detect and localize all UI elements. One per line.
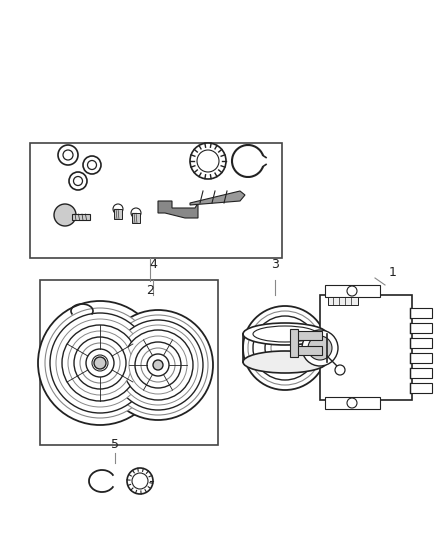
Circle shape	[253, 316, 317, 380]
Circle shape	[335, 365, 345, 375]
Bar	[296, 346, 322, 355]
Circle shape	[69, 172, 87, 190]
Text: 1: 1	[389, 266, 397, 279]
Bar	[328, 297, 358, 305]
Circle shape	[113, 204, 123, 214]
Bar	[325, 285, 380, 297]
Bar	[30, 143, 282, 258]
Circle shape	[132, 473, 148, 489]
Circle shape	[80, 343, 120, 383]
Circle shape	[68, 331, 132, 395]
Circle shape	[86, 349, 114, 377]
Circle shape	[50, 313, 150, 413]
Circle shape	[197, 150, 219, 172]
Circle shape	[190, 143, 226, 179]
Circle shape	[129, 336, 187, 394]
Circle shape	[248, 311, 322, 385]
Ellipse shape	[253, 326, 317, 342]
Circle shape	[153, 360, 163, 370]
Bar	[410, 353, 432, 363]
Circle shape	[265, 328, 305, 368]
Circle shape	[302, 330, 338, 366]
Circle shape	[308, 336, 332, 360]
Ellipse shape	[243, 351, 327, 373]
Text: 5: 5	[111, 439, 119, 451]
Circle shape	[74, 176, 82, 185]
Circle shape	[243, 306, 327, 390]
Circle shape	[58, 145, 78, 165]
Polygon shape	[158, 201, 198, 218]
Polygon shape	[190, 191, 245, 205]
Bar	[290, 329, 298, 357]
Circle shape	[45, 308, 155, 418]
Circle shape	[127, 468, 153, 494]
Bar	[72, 214, 90, 220]
Text: 2: 2	[146, 284, 154, 296]
Circle shape	[108, 315, 208, 415]
Circle shape	[123, 330, 193, 400]
Bar	[132, 213, 140, 223]
Circle shape	[271, 334, 299, 362]
Bar	[296, 331, 322, 340]
Circle shape	[147, 354, 169, 376]
Bar	[410, 383, 432, 393]
Bar	[114, 209, 122, 219]
Circle shape	[347, 286, 357, 296]
Bar	[410, 368, 432, 378]
Circle shape	[131, 208, 141, 218]
Circle shape	[92, 355, 108, 371]
Circle shape	[118, 325, 198, 405]
Circle shape	[88, 160, 96, 169]
Circle shape	[62, 325, 138, 401]
Bar	[410, 338, 432, 348]
Circle shape	[63, 150, 73, 160]
Circle shape	[54, 204, 76, 226]
Ellipse shape	[243, 323, 327, 345]
Text: 3: 3	[271, 259, 279, 271]
Circle shape	[113, 320, 203, 410]
Bar	[325, 397, 380, 409]
Circle shape	[56, 319, 144, 407]
Bar	[40, 280, 218, 445]
Circle shape	[347, 398, 357, 408]
Bar	[410, 323, 432, 333]
Circle shape	[135, 342, 181, 388]
Circle shape	[38, 301, 162, 425]
Circle shape	[83, 156, 101, 174]
Bar	[320, 295, 412, 400]
Text: 4: 4	[149, 259, 157, 271]
Bar	[410, 308, 432, 318]
Circle shape	[74, 337, 126, 389]
Circle shape	[141, 348, 175, 382]
Circle shape	[103, 310, 213, 420]
Circle shape	[94, 357, 106, 369]
